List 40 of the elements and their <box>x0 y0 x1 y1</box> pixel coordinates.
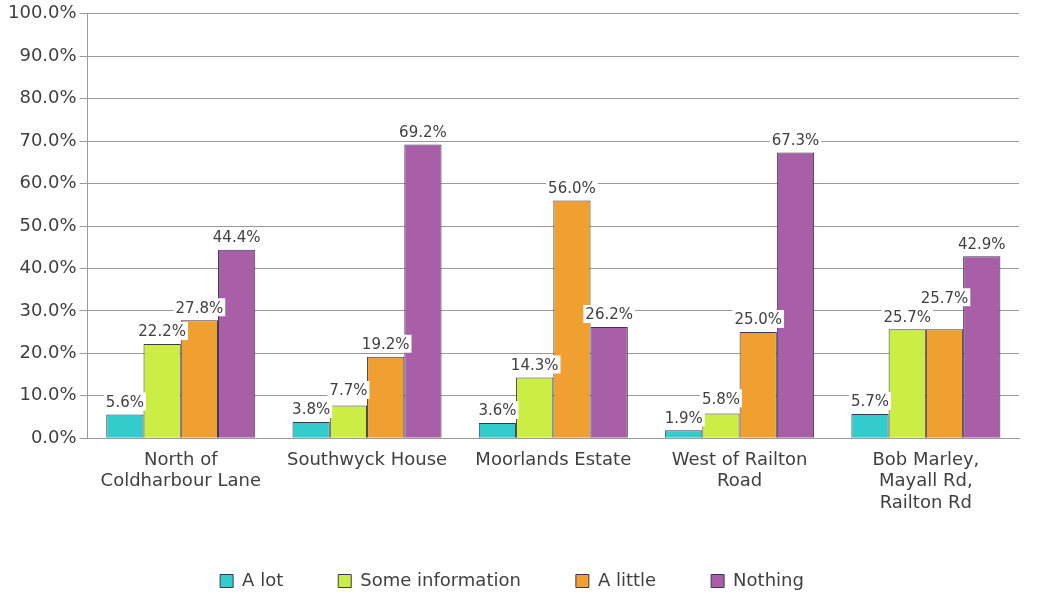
data-label: 5.6% <box>105 392 144 411</box>
y-tick-label: 40.0% <box>19 256 77 278</box>
x-tick-label: West of Railton Road <box>671 447 808 491</box>
data-label: 42.9% <box>957 234 1006 253</box>
data-label: 3.6% <box>478 401 517 420</box>
data-label: 67.3% <box>771 130 820 149</box>
legend-label: Some information <box>360 568 521 590</box>
y-tick-label: 30.0% <box>19 298 77 320</box>
x-tick-label: Moorlands Estate <box>475 447 632 469</box>
data-label: 5.8% <box>701 389 741 408</box>
data-label: 5.7% <box>850 392 890 411</box>
data-label: 19.2% <box>361 335 410 354</box>
data-label: 25.7% <box>920 288 969 307</box>
x-tick-label: Bob Marley, Mayall Rd, Railton Rd <box>872 447 980 512</box>
data-label: 14.3% <box>510 355 559 374</box>
y-tick-label: 60.0% <box>19 171 77 193</box>
legend-label: Nothing <box>733 568 804 590</box>
y-tick-label: 70.0% <box>19 128 77 150</box>
x-tick-label: Southwyck House <box>286 447 448 469</box>
x-tick-label: North of Coldharbour Lane <box>100 447 261 491</box>
data-label: 3.8% <box>292 400 331 419</box>
y-tick-label: 50.0% <box>19 213 77 235</box>
legend-label: A lot <box>242 568 284 590</box>
legend-label: A little <box>597 568 657 590</box>
y-tick-label: 80.0% <box>19 86 77 108</box>
data-label: 44.4% <box>212 228 261 247</box>
data-label: 25.7% <box>883 307 932 326</box>
y-tick-label: 10.0% <box>19 383 77 405</box>
data-label: 27.8% <box>175 298 224 317</box>
data-label: 25.0% <box>734 310 783 329</box>
data-label: 26.2% <box>585 305 634 324</box>
data-label: 56.0% <box>548 178 596 197</box>
data-label: 69.2% <box>399 122 447 141</box>
data-label: 22.2% <box>138 322 186 341</box>
y-tick-label: 0.0% <box>30 425 77 447</box>
data-label: 7.7% <box>329 381 368 400</box>
data-label: 1.9% <box>664 408 703 427</box>
y-tick-label: 90.0% <box>19 43 77 65</box>
y-tick-label: 100.0% <box>7 1 77 23</box>
y-tick-label: 20.0% <box>19 340 77 362</box>
